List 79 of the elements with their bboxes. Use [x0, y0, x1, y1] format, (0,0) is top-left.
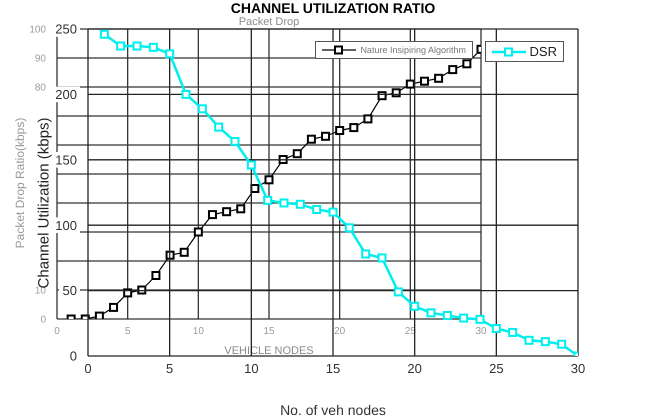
y-tick-label: 250 — [55, 22, 77, 37]
point — [394, 287, 403, 296]
point — [378, 253, 386, 262]
point — [180, 248, 189, 257]
point — [214, 122, 224, 132]
y-tick-label: 200 — [55, 86, 77, 102]
point — [148, 42, 158, 52]
point — [420, 76, 429, 86]
x-tick-label: 20 — [407, 361, 422, 376]
x-tick-label: 10 — [244, 361, 259, 376]
point — [312, 205, 322, 214]
point — [328, 208, 338, 217]
legend-label: DSR — [530, 44, 557, 59]
point — [363, 114, 372, 124]
point — [321, 132, 330, 141]
point — [182, 90, 190, 99]
point — [222, 207, 232, 216]
point — [462, 59, 472, 68]
x-tick-label: 10 — [192, 326, 204, 338]
x-tick-label: 25 — [489, 361, 504, 376]
point — [540, 337, 550, 346]
point — [296, 200, 305, 209]
y-tick-label: 0 — [70, 348, 77, 364]
point — [109, 302, 118, 312]
y-tick-label: 50 — [62, 283, 77, 298]
point — [392, 88, 401, 98]
point — [524, 336, 534, 345]
point — [198, 104, 207, 114]
point — [280, 198, 288, 208]
point — [236, 204, 246, 214]
point — [230, 136, 240, 146]
y-tick-label: 100 — [29, 24, 46, 36]
point — [292, 149, 302, 158]
point — [194, 228, 203, 236]
chart-title: CHANNEL UTILIZATION RATIO — [230, 0, 436, 16]
y-tick-label: 150 — [55, 152, 77, 168]
x-tick-label: 0 — [84, 361, 92, 376]
point — [448, 65, 458, 74]
point — [459, 314, 468, 323]
point — [557, 340, 566, 349]
point — [132, 42, 142, 51]
legend-label: Nature Insipiring Algorithm — [360, 45, 466, 55]
y-tick-label: 100 — [55, 218, 77, 233]
y-tick-label: 0 — [40, 314, 46, 326]
x-tick-label: 15 — [263, 326, 275, 338]
point — [508, 328, 518, 337]
point — [264, 175, 274, 184]
point — [492, 324, 501, 334]
point — [406, 80, 415, 89]
point — [476, 314, 484, 324]
y-axis-title: Packet Drop Ratio(kbps) — [13, 118, 27, 248]
point — [208, 210, 217, 220]
point — [116, 42, 126, 51]
point — [151, 271, 160, 280]
point — [361, 249, 370, 258]
point — [349, 123, 358, 132]
point — [410, 302, 420, 311]
x-tick-label: 5 — [166, 361, 174, 376]
point — [434, 74, 444, 83]
x-tick-label: 5 — [124, 326, 131, 338]
point — [426, 308, 436, 318]
x-tick-label: 20 — [334, 326, 346, 338]
point — [306, 134, 316, 144]
x-tick-label: 15 — [326, 361, 340, 376]
x-tick-label: 30 — [570, 361, 586, 376]
point — [263, 196, 272, 205]
y-tick-label: 90 — [34, 54, 46, 64]
y-tick-label: 80 — [34, 82, 46, 94]
chart-title: Packet Drop — [238, 16, 300, 28]
point — [335, 126, 344, 135]
point — [344, 223, 354, 232]
point — [94, 312, 104, 319]
point — [442, 310, 452, 320]
point — [165, 49, 174, 58]
x-tick-label: 30 — [475, 326, 487, 338]
point — [100, 30, 109, 39]
point — [246, 160, 256, 170]
point — [378, 91, 387, 100]
x-axis-title: No. of veh nodes — [279, 402, 387, 418]
